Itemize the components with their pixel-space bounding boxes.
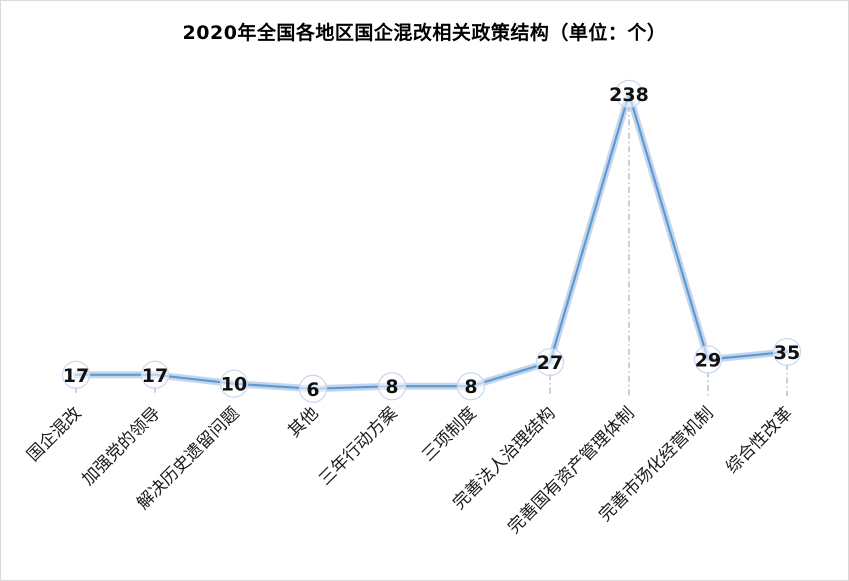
- drop-lines: [75, 105, 788, 396]
- data-point: [772, 337, 802, 367]
- data-label: 8: [385, 376, 398, 398]
- data-point: [693, 345, 723, 374]
- x-tick-label: 加强党的领导: [78, 403, 164, 489]
- data-label: 10: [221, 374, 247, 396]
- x-tick-label: 综合性改革: [722, 403, 796, 477]
- x-tick-label: 三项制度: [418, 403, 480, 465]
- data-point: [61, 360, 91, 389]
- data-point: [456, 372, 486, 401]
- data-point: [614, 79, 644, 109]
- data-markers: [61, 79, 802, 403]
- data-point: [535, 347, 565, 377]
- data-label: 29: [695, 350, 721, 372]
- x-tick-label: 三年行动方案: [315, 403, 401, 489]
- data-label: 17: [142, 365, 168, 387]
- data-point: [298, 374, 328, 403]
- data-label: 6: [306, 379, 319, 401]
- data-point: [140, 360, 170, 389]
- data-labels: 17 17 10 6 8 8 27 238 29 35: [63, 84, 800, 401]
- series-line-glow: [72, 90, 791, 393]
- data-label: 35: [774, 342, 800, 364]
- data-point: [219, 369, 249, 398]
- x-tick-label: 国企混改: [23, 403, 85, 465]
- chart-title: 2020年全国各地区国企混改相关政策结构（单位：个）: [182, 22, 667, 44]
- data-label: 17: [63, 365, 89, 387]
- data-label: 27: [537, 352, 563, 374]
- series-line: [74, 92, 789, 390]
- x-tick-label: 其他: [284, 403, 322, 441]
- data-label: 8: [464, 376, 477, 398]
- data-label: 238: [609, 84, 649, 106]
- data-point: [377, 372, 407, 401]
